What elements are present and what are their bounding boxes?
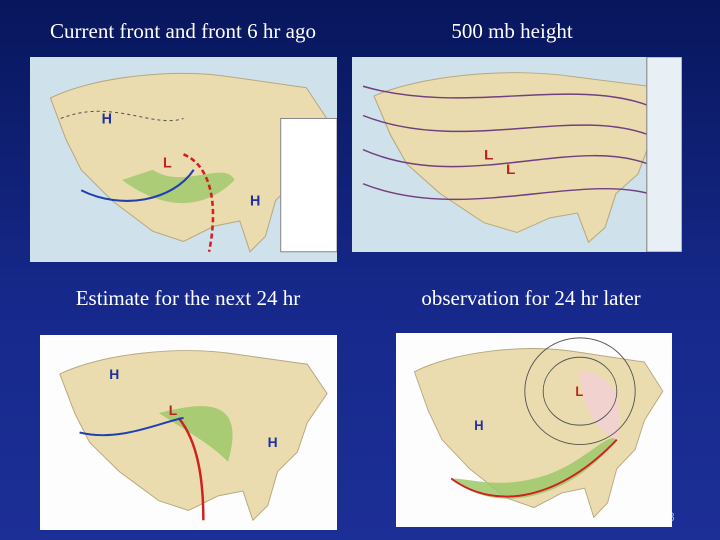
pressure-label: H [268, 435, 278, 450]
pressure-label: H [109, 367, 119, 382]
caption: Current front and front 6 hr ago [50, 19, 316, 43]
pressure-label: L [575, 384, 583, 399]
weather-map: H L H [30, 57, 337, 262]
pressure-label: L [163, 156, 172, 172]
pressure-label: L [506, 163, 516, 178]
pressure-label: H [250, 194, 260, 210]
pressure-label: H [102, 112, 112, 128]
caption: observation for 24 hr later [421, 286, 641, 310]
pressure-label: H [474, 418, 483, 433]
weather-map: H L [396, 333, 672, 527]
pressure-label: L [484, 148, 494, 163]
caption: Estimate for the next 24 hr [75, 286, 301, 310]
weather-map: L L [352, 57, 682, 252]
pressure-label: L [169, 403, 177, 418]
caption: 500 mb height [451, 19, 573, 43]
weather-map: H L H [40, 335, 337, 530]
